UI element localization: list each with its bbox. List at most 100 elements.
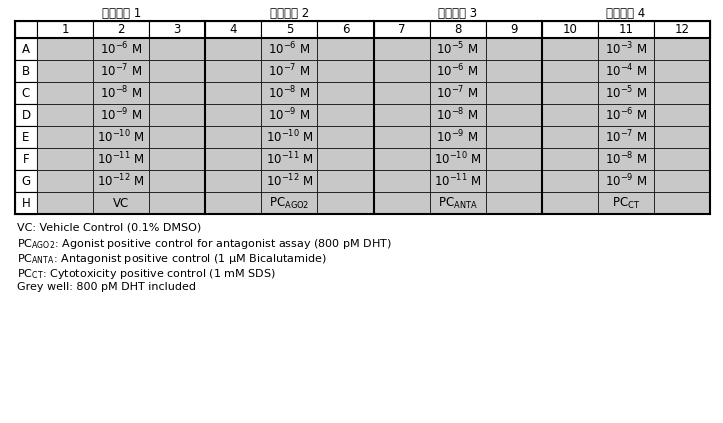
Text: F: F [22, 153, 30, 165]
Bar [598, 126, 654, 148]
Bar [37, 38, 93, 60]
Bar [149, 126, 205, 148]
Text: $10^{-9}$ M: $10^{-9}$ M [100, 107, 142, 123]
Bar [542, 148, 598, 170]
Text: $10^{-9}$ M: $10^{-9}$ M [268, 107, 310, 123]
Bar [261, 21, 317, 38]
Bar [542, 104, 598, 126]
Text: Grey well: 800 pM DHT included: Grey well: 800 pM DHT included [17, 282, 196, 292]
Bar [598, 38, 654, 60]
Bar [374, 82, 429, 104]
Bar [15, 104, 37, 126]
Bar [374, 126, 429, 148]
Bar [598, 192, 654, 214]
Text: $10^{-11}$ M: $10^{-11}$ M [265, 151, 313, 168]
Bar [37, 148, 93, 170]
Bar [149, 192, 205, 214]
Bar [15, 192, 37, 214]
Text: 3: 3 [174, 23, 181, 36]
Text: 시험물질 4: 시험물질 4 [607, 6, 646, 19]
Bar [93, 104, 149, 126]
Text: $10^{-6}$ M: $10^{-6}$ M [437, 63, 479, 79]
Bar [374, 148, 429, 170]
Text: 12: 12 [675, 23, 690, 36]
Bar [654, 126, 710, 148]
Bar [429, 21, 486, 38]
Bar [542, 82, 598, 104]
Text: $10^{-10}$ M: $10^{-10}$ M [98, 129, 145, 145]
Text: PC$_{\mathregular{CT}}$: PC$_{\mathregular{CT}}$ [612, 195, 640, 211]
Bar [486, 170, 542, 192]
Text: $10^{-7}$ M: $10^{-7}$ M [100, 63, 142, 79]
Bar [654, 104, 710, 126]
Bar [37, 21, 93, 38]
Bar [15, 60, 37, 82]
Bar [542, 38, 598, 60]
Text: $10^{-11}$ M: $10^{-11}$ M [434, 173, 482, 190]
Bar [429, 170, 486, 192]
Text: 9: 9 [510, 23, 518, 36]
Bar [598, 148, 654, 170]
Bar [37, 192, 93, 214]
Bar [205, 148, 261, 170]
Bar [261, 82, 317, 104]
Text: $10^{-11}$ M: $10^{-11}$ M [98, 151, 145, 168]
Bar [149, 104, 205, 126]
Bar [93, 148, 149, 170]
Bar [149, 21, 205, 38]
Bar [598, 21, 654, 38]
Bar [654, 148, 710, 170]
Text: 7: 7 [398, 23, 406, 36]
Bar [654, 38, 710, 60]
Bar [37, 60, 93, 82]
Bar [15, 148, 37, 170]
Bar [429, 104, 486, 126]
Text: $10^{-8}$ M: $10^{-8}$ M [437, 107, 479, 123]
Bar [93, 126, 149, 148]
Bar [205, 192, 261, 214]
Bar [317, 170, 374, 192]
Bar [149, 148, 205, 170]
Text: $10^{-9}$ M: $10^{-9}$ M [437, 129, 479, 145]
Text: 시험물질 1: 시험물질 1 [101, 6, 141, 19]
Bar [317, 82, 374, 104]
Text: $10^{-6}$ M: $10^{-6}$ M [100, 41, 142, 57]
Bar [486, 38, 542, 60]
Text: $10^{-9}$ M: $10^{-9}$ M [604, 173, 647, 190]
Bar [598, 82, 654, 104]
Bar [374, 60, 429, 82]
Bar [205, 170, 261, 192]
Text: $10^{-3}$ M: $10^{-3}$ M [604, 41, 647, 57]
Text: B: B [22, 64, 30, 77]
Bar [93, 38, 149, 60]
Bar [93, 60, 149, 82]
Bar [429, 60, 486, 82]
Bar [93, 170, 149, 192]
Bar [205, 21, 261, 38]
Text: $\mathregular{PC}_{\mathregular{ANTA}}$: Antagonist positive control (1 μM Bical: $\mathregular{PC}_{\mathregular{ANTA}}$:… [17, 252, 327, 266]
Text: $10^{-6}$ M: $10^{-6}$ M [268, 41, 310, 57]
Text: $10^{-6}$ M: $10^{-6}$ M [604, 107, 647, 123]
Text: $10^{-10}$ M: $10^{-10}$ M [265, 129, 313, 145]
Text: 2: 2 [117, 23, 125, 36]
Bar [15, 82, 37, 104]
Bar [205, 82, 261, 104]
Bar [429, 148, 486, 170]
Bar [429, 82, 486, 104]
Bar [37, 82, 93, 104]
Bar [261, 104, 317, 126]
Bar [93, 82, 149, 104]
Bar [542, 21, 598, 38]
Text: $10^{-12}$ M: $10^{-12}$ M [98, 173, 145, 190]
Text: 5: 5 [286, 23, 293, 36]
Bar [654, 192, 710, 214]
Text: 8: 8 [454, 23, 461, 36]
Bar [317, 38, 374, 60]
Bar [317, 192, 374, 214]
Text: VC: Vehicle Control (0.1% DMSO): VC: Vehicle Control (0.1% DMSO) [17, 222, 201, 232]
Text: $10^{-8}$ M: $10^{-8}$ M [604, 151, 647, 168]
Bar [598, 104, 654, 126]
Text: $\mathregular{PC}_{\mathregular{CT}}$: Cytotoxicity positive control (1 mM SDS): $\mathregular{PC}_{\mathregular{CT}}$: C… [17, 267, 276, 281]
Bar [429, 192, 486, 214]
Text: C: C [22, 86, 30, 99]
